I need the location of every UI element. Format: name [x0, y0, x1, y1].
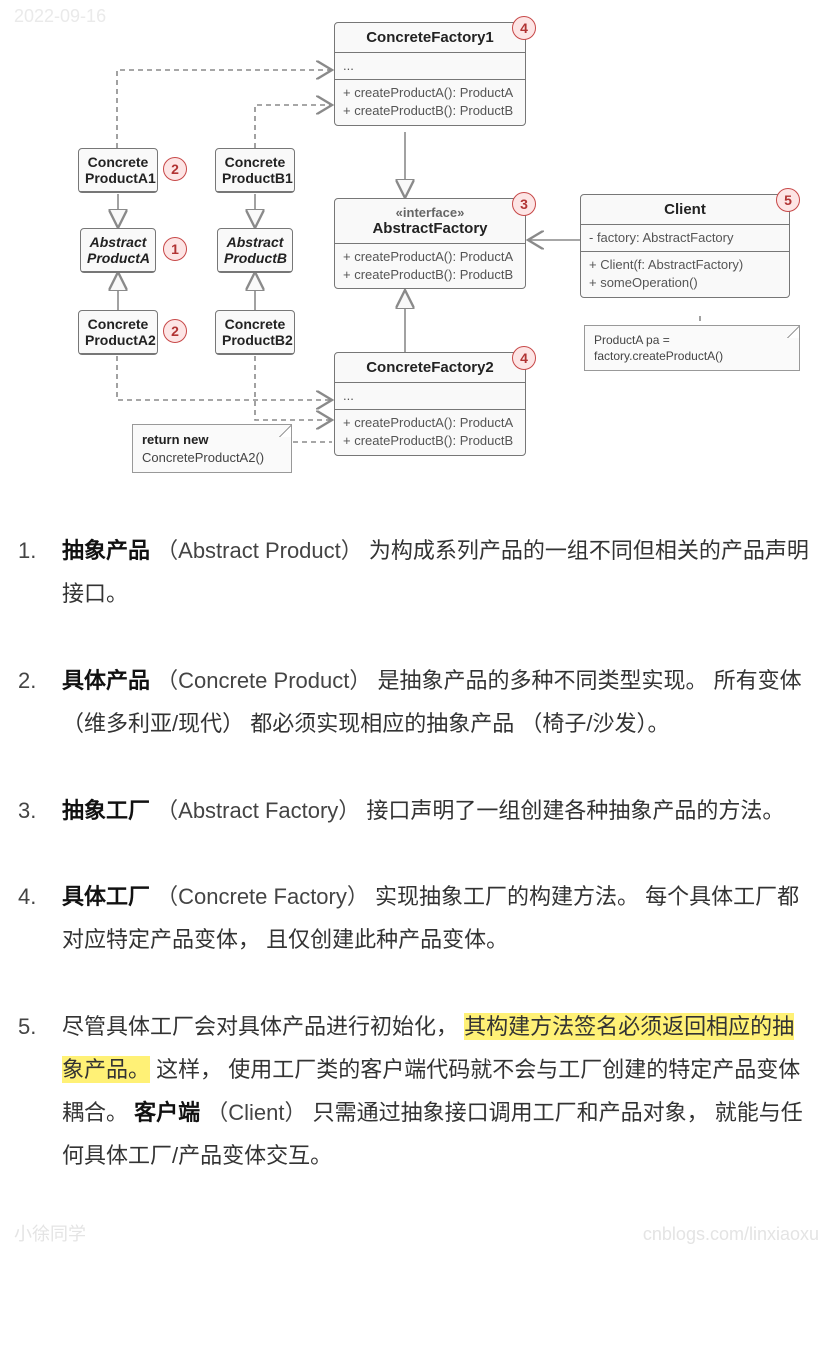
uml-concrete-product-b1: ConcreteProductB1 [215, 148, 295, 193]
uml-method: + createProductB(): ProductB [343, 432, 517, 450]
uml-diagram: 2022-09-16 ConcreteFactory1 ... + create… [0, 0, 839, 510]
uml-method: + createProductA(): ProductA [343, 84, 517, 102]
badge-4: 4 [512, 346, 536, 370]
list-item: 尽管具体工厂会对具体产品进行初始化， 其构建方法签名必须返回相应的抽象产品。 这… [18, 1006, 811, 1178]
term: 抽象产品 [62, 538, 150, 563]
uml-note-client: ProductA pa = factory.createProductA() [584, 325, 800, 371]
body-text: 接口声明了一组创建各种抽象产品的方法。 [366, 798, 784, 823]
uml-method: + createProductA(): ProductA [343, 248, 517, 266]
uml-abstract-product-b: AbstractProductB [217, 228, 293, 273]
uml-section: ... [335, 53, 525, 80]
description-list: 抽象产品 （Abstract Product） 为构成系列产品的一组不同但相关的… [0, 510, 839, 1262]
uml-method: + createProductB(): ProductB [343, 102, 517, 120]
uml-title: AbstractProductA [81, 229, 155, 272]
uml-abstract-product-a: AbstractProductA [80, 228, 156, 273]
uml-section: ... [335, 383, 525, 410]
list-item: 具体产品 （Concrete Product） 是抽象产品的多种不同类型实现。 … [18, 660, 811, 746]
uml-note-return: return new ConcreteProductA2() [132, 424, 292, 473]
uml-title-text: AbstractFactory [372, 220, 487, 237]
paren: （Abstract Factory） [156, 798, 360, 823]
uml-title: ConcreteFactory1 [335, 23, 525, 53]
uml-concrete-factory-1: ConcreteFactory1 ... + createProductA():… [334, 22, 526, 126]
uml-concrete-product-b2: ConcreteProductB2 [215, 310, 295, 355]
paren: （Concrete Product） [156, 668, 371, 693]
body-text: 尽管具体工厂会对具体产品进行初始化， [62, 1014, 458, 1039]
uml-method: + createProductA(): ProductA [343, 414, 517, 432]
note-text: ProductA pa = factory.createProductA() [594, 333, 723, 363]
uml-title: «interface» AbstractFactory [335, 199, 525, 244]
badge-4: 4 [512, 16, 536, 40]
uml-method: + someOperation() [589, 274, 781, 292]
badge-2: 2 [163, 157, 187, 181]
badge-2: 2 [163, 319, 187, 343]
uml-method: + createProductB(): ProductB [343, 266, 517, 284]
term: 抽象工厂 [62, 798, 150, 823]
uml-title: AbstractProductB [218, 229, 292, 272]
uml-title: ConcreteFactory2 [335, 353, 525, 383]
uml-title: ConcreteProductA1 [79, 149, 157, 192]
watermark-date: 2022-09-16 [14, 6, 106, 27]
note-text: ConcreteProductA2() [142, 450, 264, 465]
uml-title: ConcreteProductB2 [216, 311, 294, 354]
badge-1: 1 [163, 237, 187, 261]
uml-method: + Client(f: AbstractFactory) [589, 256, 781, 274]
watermark-author: 小徐同学 [14, 1217, 86, 1252]
uml-client: Client - factory: AbstractFactory + Clie… [580, 194, 790, 298]
paren: （Concrete Factory） [156, 884, 369, 909]
uml-title: Client [581, 195, 789, 225]
paren: （Abstract Product） [156, 538, 363, 563]
term: 客户端 [134, 1100, 200, 1125]
uml-section: + createProductA(): ProductA + createPro… [335, 244, 525, 288]
uml-stereotype: «interface» [345, 205, 515, 220]
badge-5: 5 [776, 188, 800, 212]
paren: （Client） [206, 1100, 306, 1125]
uml-abstract-factory: «interface» AbstractFactory + createProd… [334, 198, 526, 289]
uml-concrete-product-a1: ConcreteProductA1 [78, 148, 158, 193]
term: 具体工厂 [62, 884, 150, 909]
uml-concrete-factory-2: ConcreteFactory2 ... + createProductA():… [334, 352, 526, 456]
list-item: 抽象产品 （Abstract Product） 为构成系列产品的一组不同但相关的… [18, 530, 811, 616]
uml-title: ConcreteProductB1 [216, 149, 294, 192]
uml-section: - factory: AbstractFactory [581, 225, 789, 252]
list-item: 具体工厂 （Concrete Factory） 实现抽象工厂的构建方法。 每个具… [18, 876, 811, 962]
uml-section: + createProductA(): ProductA + createPro… [335, 410, 525, 454]
uml-title: ConcreteProductA2 [79, 311, 157, 354]
uml-concrete-product-a2: ConcreteProductA2 [78, 310, 158, 355]
uml-section: + Client(f: AbstractFactory) + someOpera… [581, 252, 789, 296]
watermark-url: cnblogs.com/linxiaoxu [643, 1217, 819, 1252]
note-bold: return new [142, 432, 208, 447]
term: 具体产品 [62, 668, 150, 693]
list-item: 抽象工厂 （Abstract Factory） 接口声明了一组创建各种抽象产品的… [18, 790, 811, 833]
uml-section: + createProductA(): ProductA + createPro… [335, 80, 525, 124]
badge-3: 3 [512, 192, 536, 216]
